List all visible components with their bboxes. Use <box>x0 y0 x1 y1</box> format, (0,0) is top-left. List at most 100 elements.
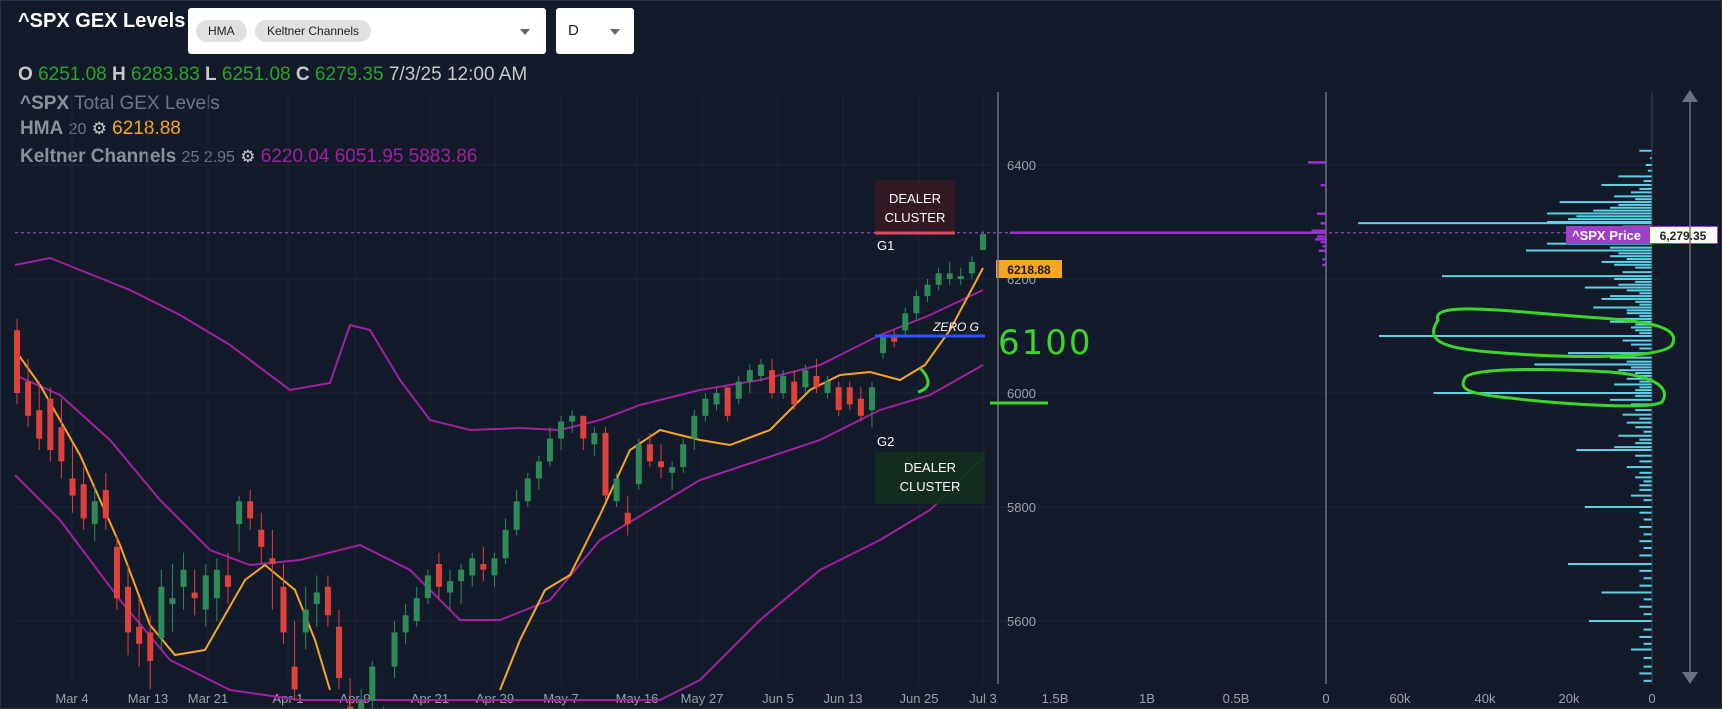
indicator-select[interactable]: HMA Keltner Channels <box>188 8 546 54</box>
candle <box>513 501 520 530</box>
candle <box>447 581 454 593</box>
gex-bar <box>1322 263 1326 267</box>
oi-bar <box>1635 442 1652 445</box>
keltner-lower-line <box>14 457 984 701</box>
oi-bar <box>1643 533 1652 536</box>
candle <box>824 381 831 393</box>
dealer-cluster-label: CLUSTER <box>885 210 946 225</box>
oi-bar <box>1626 377 1652 380</box>
oi-bar <box>1635 266 1652 269</box>
candle <box>646 444 653 462</box>
oi-bar <box>1568 218 1652 221</box>
candle <box>336 626 342 678</box>
oi-bar <box>1631 366 1652 369</box>
gex-bar <box>1316 235 1326 238</box>
oi-bar <box>1639 511 1652 514</box>
candle <box>158 586 165 639</box>
oi-bar <box>1643 598 1652 601</box>
oi-bar <box>1626 360 1652 363</box>
candle <box>535 461 542 479</box>
oi-bar <box>1639 525 1652 528</box>
gex-bar <box>1311 229 1326 233</box>
oi-bar <box>1379 335 1652 337</box>
candle <box>435 564 442 587</box>
oi-bar <box>1639 303 1652 306</box>
scroll-down-icon <box>1682 672 1698 684</box>
dealer-cluster-label: DEALER <box>889 191 941 206</box>
oi-bar <box>1639 292 1652 295</box>
candle <box>724 387 731 416</box>
oi-bar <box>1639 438 1652 441</box>
candle <box>835 387 842 411</box>
candle <box>391 632 398 667</box>
candle <box>968 261 975 274</box>
candle <box>902 313 909 331</box>
interval-select[interactable]: D <box>556 8 634 54</box>
oi-bar <box>1626 309 1652 312</box>
candle <box>502 529 509 559</box>
oi-bar <box>1618 369 1652 372</box>
gex-bar <box>1315 238 1326 241</box>
oi-bar <box>1610 398 1652 401</box>
oi-bar <box>1639 569 1652 572</box>
oi-bar <box>1547 221 1652 223</box>
oi-bar <box>1614 263 1652 266</box>
annotation-stroke <box>917 366 930 394</box>
chip-hma[interactable]: HMA <box>196 20 247 42</box>
hma-value-tag <box>996 260 1062 278</box>
candle <box>247 501 254 519</box>
oi-bar <box>1622 413 1652 416</box>
oi-bar <box>1635 389 1652 392</box>
chip-keltner[interactable]: Keltner Channels <box>255 20 372 42</box>
oi-bar <box>1643 613 1652 616</box>
candle <box>169 598 176 604</box>
candle <box>891 336 898 342</box>
oi-bar <box>1614 446 1652 449</box>
oi-bar <box>1639 187 1652 190</box>
x-tick-label: Mar 21 <box>188 691 228 706</box>
oi-bar <box>1631 343 1652 346</box>
candle <box>324 586 331 616</box>
g2-label: G2 <box>877 434 894 449</box>
candle <box>746 370 753 382</box>
gex-axis-tick: 1.5B <box>1042 691 1069 706</box>
candle <box>880 336 887 354</box>
oi-axis-tick: 60k <box>1390 691 1411 706</box>
oi-bar <box>1584 286 1652 289</box>
candle <box>347 706 354 709</box>
dealer-cluster-top-box <box>875 180 955 232</box>
oi-bar <box>1635 394 1652 397</box>
candle <box>669 467 676 473</box>
x-tick-label: Jun 5 <box>762 691 794 706</box>
annotation-circle-6000 <box>1461 368 1666 408</box>
chevron-down-icon[interactable] <box>520 29 530 35</box>
scroll-up-icon <box>1682 90 1698 102</box>
oi-bar <box>1643 642 1652 645</box>
oi-bar <box>1568 352 1652 355</box>
oi-bar <box>1639 488 1652 491</box>
oi-bar <box>1639 347 1652 350</box>
candle <box>591 432 598 445</box>
oi-bar <box>1568 563 1652 565</box>
oi-bar <box>1576 449 1652 451</box>
oi-bar <box>1639 332 1652 335</box>
candle <box>180 569 187 587</box>
oi-bar <box>1635 280 1652 283</box>
oi-axis-tick: 40k <box>1475 691 1496 706</box>
oi-bar <box>1593 209 1652 212</box>
candle <box>613 478 620 502</box>
x-tick-label: May 16 <box>616 691 659 706</box>
candle <box>25 381 32 416</box>
oi-bar <box>1639 315 1652 318</box>
interval-value: D <box>568 22 579 39</box>
candle <box>358 700 365 709</box>
chevron-down-icon[interactable] <box>610 29 620 35</box>
oi-bar <box>1643 430 1652 433</box>
gear-icon[interactable]: ⚙ <box>91 119 107 138</box>
candle <box>47 398 54 450</box>
candle <box>291 666 298 690</box>
hma-line <box>14 349 331 691</box>
gex-bar <box>1320 222 1326 225</box>
gex-axis-tick: 0.5B <box>1223 691 1250 706</box>
gear-icon[interactable]: ⚙ <box>240 147 256 166</box>
